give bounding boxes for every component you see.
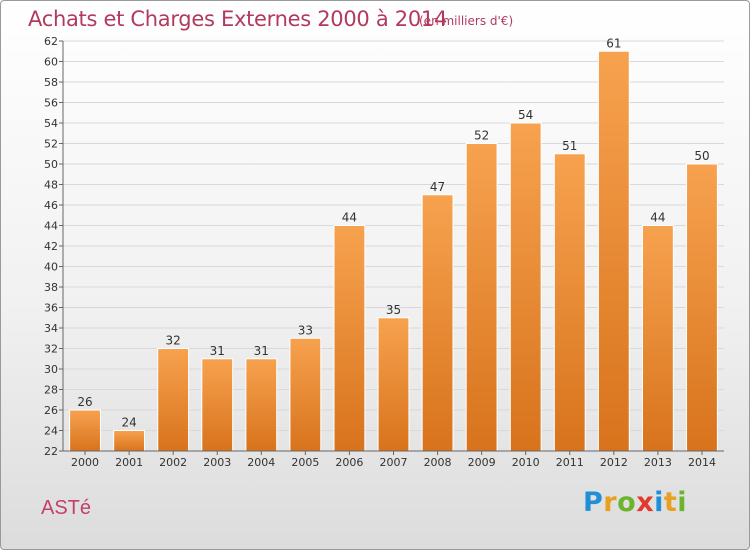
- bar: [509, 122, 542, 452]
- bar: [641, 225, 674, 452]
- bar-value-label: 24: [121, 416, 136, 430]
- y-tick-label: 62: [44, 35, 58, 48]
- y-tick-label: 46: [44, 199, 58, 212]
- bar-value-label: 32: [166, 334, 181, 348]
- bar-value-label: 51: [562, 139, 577, 153]
- bar-value-label: 52: [474, 129, 489, 143]
- bar: [465, 143, 498, 452]
- x-tick-label: 2007: [380, 456, 408, 469]
- bar-value-label: 54: [518, 108, 533, 122]
- y-tick-label: 34: [44, 322, 58, 335]
- x-tick-label: 2010: [512, 456, 540, 469]
- x-tick-label: 2009: [468, 456, 496, 469]
- bar-value-label: 44: [342, 211, 357, 225]
- bar: [377, 317, 410, 452]
- y-tick-label: 24: [44, 425, 58, 438]
- logo-letter: x: [636, 487, 655, 518]
- bar: [69, 409, 101, 452]
- y-tick-label: 30: [44, 363, 58, 376]
- labels: 22 24 26 28 30 32 34 36 38 40 42 44 46 48 50 52 54 56 58 60…: [44, 35, 716, 469]
- y-tick-label: 48: [44, 179, 58, 192]
- x-tick-label: 2008: [424, 456, 452, 469]
- y-tick-label: 26: [44, 404, 58, 417]
- y-tick-label: 58: [44, 76, 58, 89]
- logo-letter: o: [617, 487, 637, 518]
- y-tick-label: 52: [44, 138, 58, 151]
- y-tick-label: 32: [44, 343, 58, 356]
- chart-title: Achats et Charges Externes 2000 à 2014: [28, 7, 448, 31]
- x-tick-label: 2006: [335, 456, 363, 469]
- y-tick-label: 60: [44, 56, 58, 69]
- bar: [421, 194, 454, 452]
- chart-subtitle: (en milliers d'€): [419, 14, 514, 28]
- bar-value-label: 31: [254, 344, 269, 358]
- logo-letter: i: [677, 487, 688, 518]
- y-tick-label: 22: [44, 445, 58, 458]
- y-tick-label: 54: [44, 117, 58, 130]
- bar-value-label: 50: [694, 149, 709, 163]
- x-tick-label: 2013: [644, 456, 672, 469]
- bar: [686, 163, 718, 452]
- y-tick-label: 38: [44, 281, 58, 294]
- x-tick-label: 2011: [556, 456, 584, 469]
- bar: [201, 358, 234, 452]
- bar: [597, 50, 630, 452]
- bar-value-label: 44: [650, 211, 665, 225]
- x-tick-label: 2004: [247, 456, 275, 469]
- bar-value-label: 61: [606, 36, 621, 50]
- logo-letter: i: [654, 487, 664, 518]
- bar: [553, 153, 586, 452]
- commune-name: ASTé: [41, 497, 92, 519]
- y-tick-label: 36: [44, 302, 58, 315]
- bar-value-label: 31: [210, 344, 225, 358]
- y-tick-label: 50: [44, 158, 58, 171]
- bar-value-label: 35: [386, 303, 401, 317]
- x-tick-label: 2012: [600, 456, 628, 469]
- proxiti-logo: Proxiti: [583, 487, 687, 518]
- x-tick-label: 2000: [71, 456, 99, 469]
- bar: [157, 348, 190, 452]
- bar: [289, 337, 322, 452]
- y-tick-label: 56: [44, 97, 58, 110]
- y-tick-label: 28: [44, 384, 58, 397]
- y-tick-label: 44: [44, 220, 58, 233]
- x-tick-label: 2002: [159, 456, 187, 469]
- bar: [333, 225, 366, 452]
- x-tick-label: 2014: [688, 456, 716, 469]
- bar: [245, 358, 278, 452]
- bar-value-label: 26: [77, 395, 92, 409]
- axes: [59, 40, 724, 455]
- x-tick-label: 2003: [203, 456, 231, 469]
- bar-value-label: 33: [298, 323, 313, 337]
- logo-letter: t: [663, 487, 678, 518]
- y-tick-label: 40: [44, 261, 58, 274]
- bars: [69, 50, 718, 452]
- bar-value-label: 47: [430, 180, 445, 194]
- bar: [113, 430, 146, 452]
- x-tick-label: 2001: [115, 456, 143, 469]
- x-tick-label: 2005: [291, 456, 319, 469]
- logo-letter: P: [583, 487, 604, 518]
- logo-letter: r: [603, 487, 618, 518]
- y-tick-label: 42: [44, 240, 58, 253]
